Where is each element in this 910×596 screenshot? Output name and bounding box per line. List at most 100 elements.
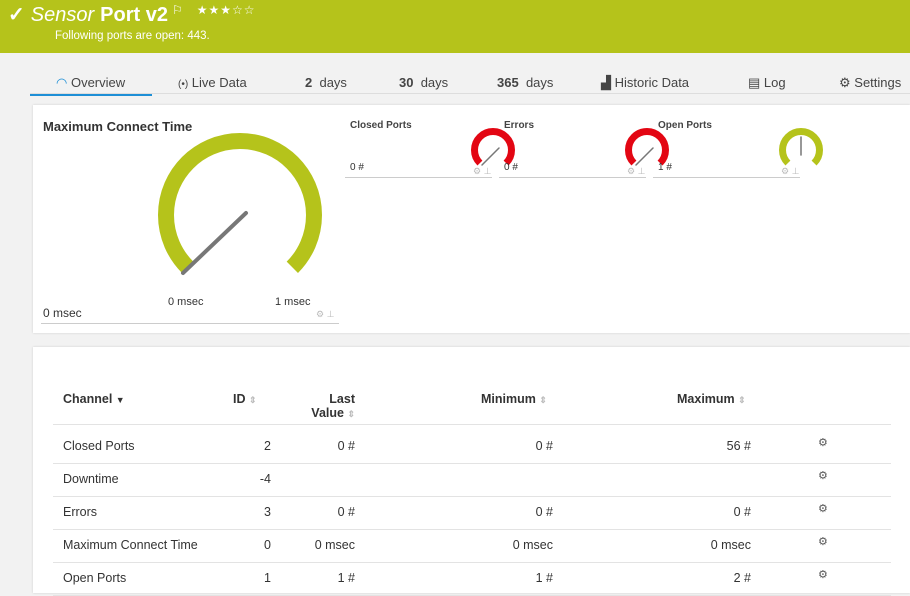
gauge-needle xyxy=(481,147,500,166)
gauge-title: Errors xyxy=(504,120,535,131)
gauge-arc xyxy=(625,128,669,166)
gauge-max-label: 1 msec xyxy=(275,296,311,308)
gear-icon[interactable]: ⚙ ⊥ xyxy=(473,166,492,176)
last-value: 0 msec xyxy=(314,538,355,552)
divider xyxy=(41,323,339,324)
sensor-header: ✓ Sensor Port v2 ⚐ ★★★☆☆ Following ports… xyxy=(0,0,910,53)
errors-gauge xyxy=(625,128,669,166)
divider xyxy=(53,424,891,425)
chart-icon: ▟ xyxy=(601,75,611,90)
channel-id: 3 xyxy=(264,505,271,519)
divider xyxy=(653,177,800,178)
header-minimum[interactable]: Minimum ⇕ xyxy=(481,392,547,406)
gauges-panel: Maximum Connect Time 0 msec 1 msec 0 mse… xyxy=(33,105,910,333)
closed-ports-gauge xyxy=(471,128,515,166)
minimum-value: 0 msec xyxy=(512,538,553,552)
gauge-min-label: 0 msec xyxy=(168,296,204,308)
channels-panel: Channel ▼ ID ⇕ Last Value ⇕ Minimum ⇕ Max… xyxy=(33,347,910,596)
channel-name[interactable]: Downtime xyxy=(63,472,119,486)
gear-icon[interactable]: ⚙ ⊥ xyxy=(781,166,800,176)
channel-id: 2 xyxy=(264,439,271,453)
tab-30-days[interactable]: 30 days xyxy=(399,75,448,90)
tab-overview[interactable]: ◠ Overview xyxy=(30,75,152,96)
tab-log[interactable]: ▤ Log xyxy=(748,75,786,91)
priority-stars[interactable]: ★★★☆☆ xyxy=(196,3,256,17)
title-prefix: Sensor xyxy=(30,4,95,26)
header-last-value[interactable]: Last Value ⇕ xyxy=(293,392,355,420)
maximum-value: 0 msec xyxy=(710,538,751,552)
sort-icon: ⇕ xyxy=(738,395,746,405)
channel-name[interactable]: Closed Ports xyxy=(63,439,135,453)
tab-num: 365 xyxy=(497,75,519,90)
last-value: 0 # xyxy=(337,505,355,519)
channel-settings-icon[interactable]: ⚙ xyxy=(818,569,828,581)
channel-settings-icon[interactable]: ⚙ xyxy=(818,503,828,515)
sort-icon: ⇕ xyxy=(347,409,355,419)
channel-name[interactable]: Errors xyxy=(63,505,98,519)
gauge-title: Closed Ports xyxy=(350,120,412,131)
gear-icon: ⚙ xyxy=(839,75,851,90)
last-value: 1 # xyxy=(337,571,355,585)
channel-settings-icon[interactable]: ⚙ xyxy=(818,536,828,548)
gauge-arc xyxy=(779,128,823,166)
divider xyxy=(53,496,891,497)
channel-id: -4 xyxy=(259,472,271,486)
tab-365-days[interactable]: 365 days xyxy=(497,75,553,90)
tab-label: Historic Data xyxy=(614,75,690,90)
header-label: ID xyxy=(233,392,246,406)
header-label: Maximum xyxy=(677,392,735,406)
header-channel[interactable]: Channel ▼ xyxy=(63,392,125,406)
gauge-title: Maximum Connect Time xyxy=(43,119,193,134)
tab-label: Settings xyxy=(854,75,902,90)
gauge-arc xyxy=(471,128,515,166)
channel-name[interactable]: Maximum Connect Time xyxy=(63,538,198,552)
divider xyxy=(53,529,891,530)
check-icon: ✓ xyxy=(8,4,25,26)
gauge-arc xyxy=(158,133,322,273)
tab-bar: ◠ Overview (•) Live Data 2 days 30 days … xyxy=(30,70,910,96)
minimum-value: 0 # xyxy=(535,439,553,453)
list-icon: ▤ xyxy=(748,75,761,90)
tab-num: 30 xyxy=(399,75,414,90)
sort-icon: ⇕ xyxy=(248,395,257,405)
divider xyxy=(345,177,492,178)
tab-historic-data[interactable]: ▟ Historic Data xyxy=(601,75,689,91)
divider xyxy=(53,562,891,563)
maximum-value: 56 # xyxy=(726,439,751,453)
header-maximum[interactable]: Maximum ⇕ xyxy=(677,392,746,406)
gear-icon[interactable]: ⚙ ⊥ xyxy=(627,166,646,176)
tab-2-days[interactable]: 2 days xyxy=(305,75,347,90)
tab-num: 2 xyxy=(305,75,313,90)
tab-label: Log xyxy=(763,75,786,90)
title-line: ✓ Sensor Port v2 ⚐ ★★★☆☆ xyxy=(8,3,256,27)
gauge-value: 0 # xyxy=(350,162,364,173)
gauge-value: 1 # xyxy=(658,162,672,173)
gauge-needle xyxy=(181,211,248,275)
tab-settings[interactable]: ⚙ Settings xyxy=(839,75,901,91)
maximum-value: 2 # xyxy=(733,571,751,585)
sort-icon: ⇕ xyxy=(539,395,547,405)
channel-settings-icon[interactable]: ⚙ xyxy=(818,437,828,449)
sort-desc-icon: ▼ xyxy=(115,395,125,405)
tab-live-data[interactable]: (•) Live Data xyxy=(178,75,247,90)
gauge-graphics xyxy=(158,128,823,275)
gauge-icon: ◠ xyxy=(56,75,68,90)
tab-label: Live Data xyxy=(191,75,247,90)
channel-settings-icon[interactable]: ⚙ xyxy=(818,470,828,482)
maximum-value: 0 # xyxy=(733,505,751,519)
flag-icon[interactable]: ⚐ xyxy=(171,3,183,17)
minimum-value: 0 # xyxy=(535,505,553,519)
gear-icon[interactable]: ⚙ ⊥ xyxy=(316,309,335,319)
tab-label: days xyxy=(525,75,554,90)
divider xyxy=(499,177,646,178)
main-gauge xyxy=(158,133,322,275)
header-label: Channel xyxy=(63,392,113,406)
tab-label: days xyxy=(319,75,347,90)
header-id[interactable]: ID ⇕ xyxy=(233,392,257,406)
open-ports-gauge xyxy=(779,128,823,166)
tab-label: Overview xyxy=(70,75,126,90)
channel-name[interactable]: Open Ports xyxy=(63,571,127,585)
last-value: 0 # xyxy=(337,439,355,453)
channel-id: 0 xyxy=(264,538,271,552)
broadcast-icon: (•) xyxy=(178,79,189,90)
